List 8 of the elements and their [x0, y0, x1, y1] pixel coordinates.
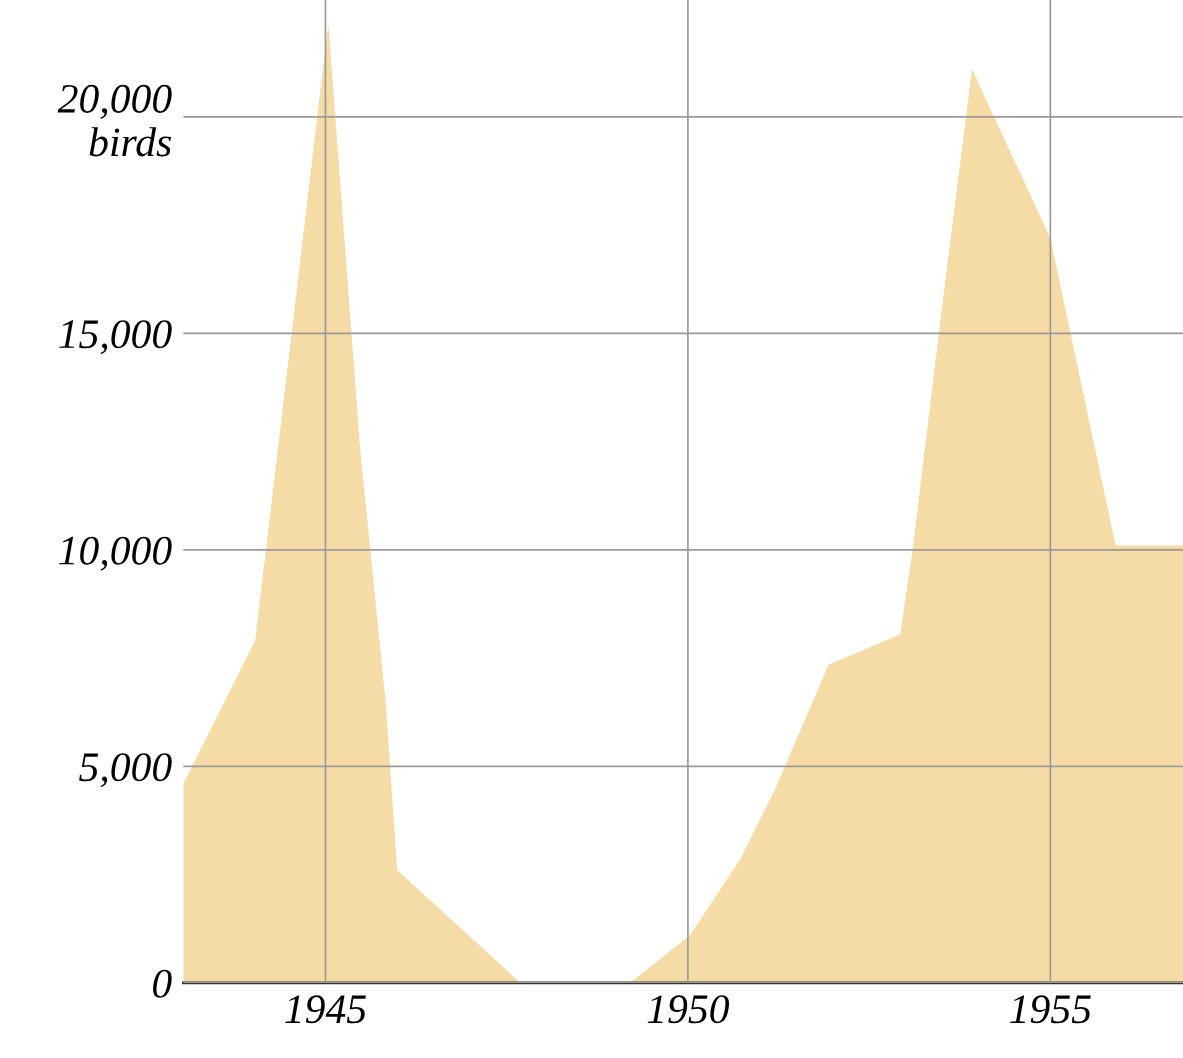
- x-tick-label: 1955: [1010, 995, 1091, 1024]
- y-tick-label: 10,000: [59, 536, 172, 571]
- y-tick-label: 5,000: [79, 753, 172, 788]
- y-tick-label: 20,000 birds: [57, 84, 172, 157]
- x-tick-label: 1950: [647, 995, 730, 1024]
- y-tick-label: 0: [153, 969, 172, 998]
- y-tick-label: 15,000: [59, 320, 172, 355]
- x-tick-label: 1945: [285, 995, 366, 1024]
